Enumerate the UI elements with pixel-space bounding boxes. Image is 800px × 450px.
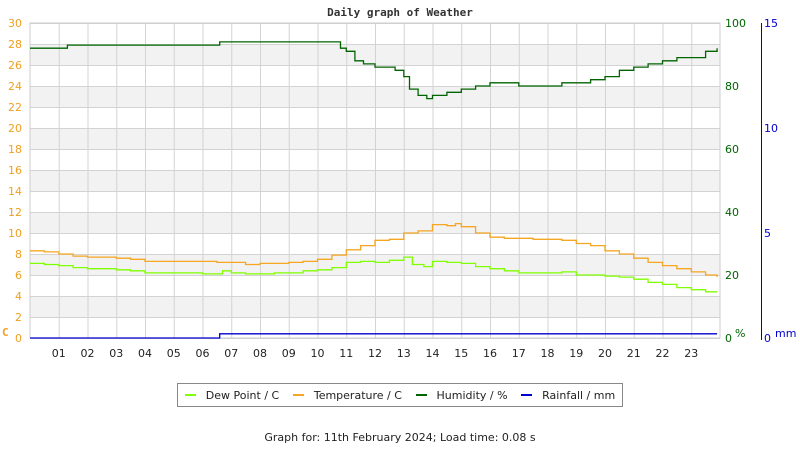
- svg-text:2: 2: [15, 311, 22, 324]
- series-line: [30, 333, 718, 339]
- svg-text:17: 17: [512, 347, 526, 360]
- svg-text:4: 4: [15, 290, 22, 303]
- svg-text:13: 13: [397, 347, 411, 360]
- legend-label: Temperature / C: [313, 388, 402, 402]
- svg-text:0: 0: [725, 332, 732, 345]
- legend-item-dew-point: Dew Point / C: [184, 388, 280, 402]
- svg-text:16: 16: [8, 164, 22, 177]
- svg-text:14: 14: [8, 185, 22, 198]
- svg-text:mm: mm: [775, 327, 796, 340]
- svg-text:10: 10: [311, 347, 325, 360]
- series-lines: [30, 41, 718, 339]
- series-line: [30, 256, 718, 293]
- legend-label: Humidity / %: [436, 388, 508, 402]
- hour-axis: 01 02 03 04 05 06 07 08 09 10 11 12 13 14 15 16 17 18 19 20…: [52, 347, 699, 360]
- svg-text:40: 40: [725, 206, 739, 219]
- svg-text:0: 0: [15, 332, 22, 345]
- svg-text:28: 28: [8, 38, 22, 51]
- svg-text:19: 19: [569, 347, 583, 360]
- graph-footer: Graph for: 11th February 2024; Load time…: [264, 431, 536, 444]
- legend-item-temperature: Temperature / C: [292, 388, 402, 402]
- legend-label: Dew Point / C: [205, 388, 280, 402]
- svg-text:08: 08: [253, 347, 267, 360]
- legend-label: Rainfall / mm: [542, 388, 616, 402]
- svg-text:02: 02: [81, 347, 95, 360]
- svg-text:07: 07: [224, 347, 238, 360]
- svg-text:24: 24: [8, 80, 22, 93]
- svg-text:C: C: [2, 326, 9, 339]
- humidity-swatch-icon: [415, 394, 427, 396]
- svg-text:18: 18: [8, 143, 22, 156]
- svg-text:60: 60: [725, 143, 739, 156]
- chart-legend: Dew Point / C Temperature / C Humidity /…: [177, 383, 623, 407]
- humidity-axis: 0 20 40 60 80 100%: [725, 17, 746, 345]
- svg-text:12: 12: [368, 347, 382, 360]
- svg-text:06: 06: [196, 347, 210, 360]
- svg-text:01: 01: [52, 347, 66, 360]
- svg-text:22: 22: [8, 101, 22, 114]
- chart-title: Daily graph of Weather: [327, 6, 473, 19]
- svg-text:03: 03: [109, 347, 123, 360]
- svg-text:16: 16: [483, 347, 497, 360]
- plot-frame: [29, 22, 721, 339]
- svg-text:11: 11: [339, 347, 353, 360]
- svg-text:20: 20: [725, 269, 739, 282]
- temperature-swatch-icon: [292, 394, 304, 396]
- rainfall-swatch-icon: [521, 394, 533, 396]
- rainfall-axis: 0 5 10 15 mm: [761, 17, 796, 345]
- svg-text:09: 09: [282, 347, 296, 360]
- svg-text:6: 6: [15, 269, 22, 282]
- legend-item-humidity: Humidity / %: [415, 388, 508, 402]
- svg-text:22: 22: [656, 347, 670, 360]
- svg-text:30: 30: [8, 17, 22, 30]
- svg-text:12: 12: [8, 206, 22, 219]
- svg-text:5: 5: [764, 227, 771, 240]
- svg-text:05: 05: [167, 347, 181, 360]
- series-line: [30, 222, 718, 278]
- svg-text:10: 10: [764, 122, 778, 135]
- svg-text:14: 14: [426, 347, 440, 360]
- svg-text:100: 100: [725, 17, 746, 30]
- svg-text:80: 80: [725, 80, 739, 93]
- svg-text:20: 20: [8, 122, 22, 135]
- svg-text:21: 21: [627, 347, 641, 360]
- dew-point-swatch-icon: [184, 394, 196, 396]
- svg-text:10: 10: [8, 227, 22, 240]
- svg-text:04: 04: [138, 347, 152, 360]
- svg-text:23: 23: [684, 347, 698, 360]
- svg-text:20: 20: [598, 347, 612, 360]
- svg-text:26: 26: [8, 59, 22, 72]
- svg-text:15: 15: [454, 347, 468, 360]
- series-line: [30, 41, 718, 100]
- svg-text:%: %: [735, 327, 745, 340]
- svg-text:0: 0: [764, 332, 771, 345]
- svg-text:18: 18: [541, 347, 555, 360]
- svg-text:15: 15: [764, 17, 778, 30]
- legend-item-rainfall: Rainfall / mm: [521, 389, 615, 402]
- svg-text:8: 8: [15, 248, 22, 261]
